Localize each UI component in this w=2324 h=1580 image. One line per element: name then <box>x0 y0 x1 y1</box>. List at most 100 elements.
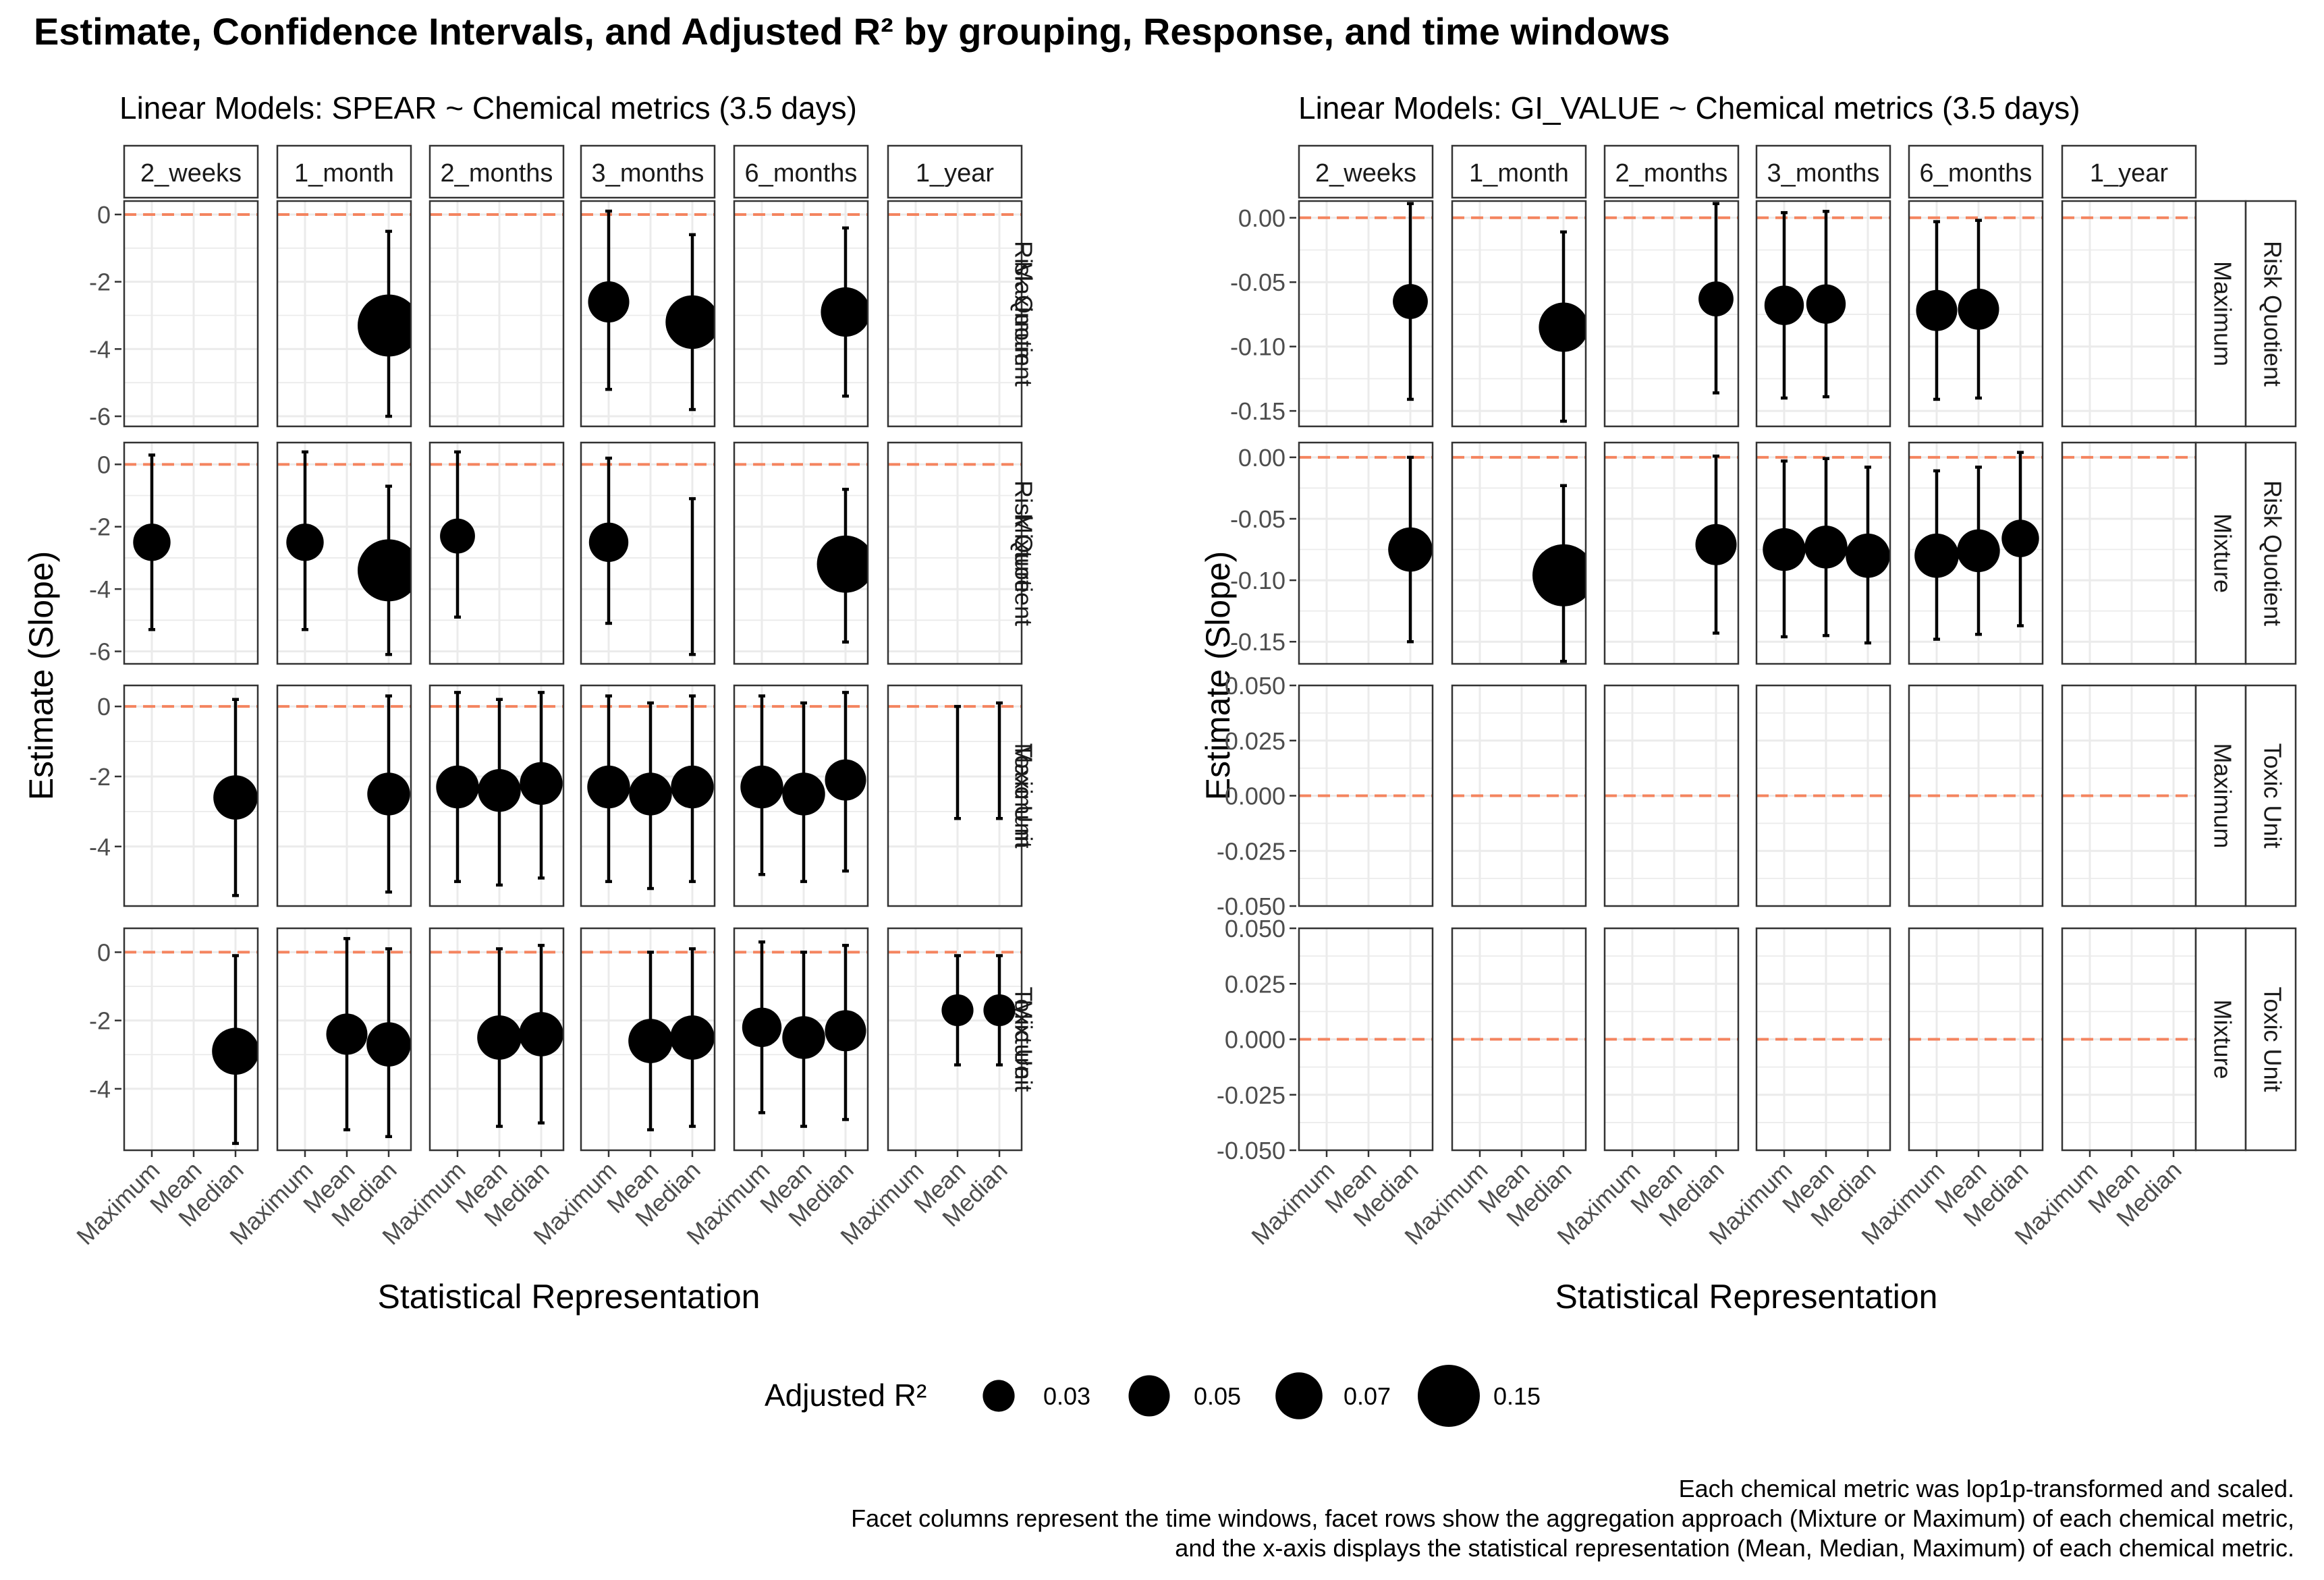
panel-border <box>123 927 259 1152</box>
data-point <box>2001 519 2039 557</box>
data-point <box>825 1010 866 1052</box>
panel <box>2061 927 2197 1152</box>
panel <box>1908 200 2044 428</box>
panel-plot-area <box>277 201 411 426</box>
panel-plot-area <box>1909 685 2043 906</box>
row-strip-label: Toxic Unit <box>2259 986 2286 1092</box>
y-tick-label: 0 <box>97 693 111 721</box>
row-strip-label: Mixture <box>1009 999 1037 1079</box>
data-point <box>1764 285 1804 325</box>
panel-plot-area <box>277 443 411 664</box>
column-strip <box>887 144 1023 199</box>
panel <box>1451 200 1587 428</box>
column-strip-label: 2_weeks <box>140 159 242 188</box>
panel <box>123 927 259 1152</box>
column-strip-label: 3_months <box>592 159 704 188</box>
panel-border <box>887 927 1023 1152</box>
panel-border <box>1755 684 1891 907</box>
panel-plot-area <box>2062 443 2196 664</box>
size-legend-swatch <box>1418 1365 1480 1427</box>
panel-border <box>276 200 412 428</box>
panel-border <box>1451 441 1587 665</box>
panel-border <box>1298 200 1434 428</box>
panel-border <box>1755 441 1891 665</box>
panel-border <box>1298 441 1434 665</box>
panel-plot-area <box>430 443 563 664</box>
panel-plot-area <box>581 443 715 664</box>
column-strip-label: 2_months <box>441 159 553 188</box>
panel-border <box>123 684 259 907</box>
data-point <box>358 539 411 602</box>
panel <box>276 927 412 1152</box>
panel-background <box>124 201 258 426</box>
plots-container: Linear Models: SPEAR ~ Chemical metrics … <box>22 90 2297 1316</box>
data-point <box>588 522 629 563</box>
panel <box>1908 684 2044 907</box>
panel-border <box>887 684 1023 907</box>
panel <box>887 684 1023 907</box>
panel-plot-area <box>1299 928 1433 1150</box>
panel <box>887 927 1023 1152</box>
panel-background <box>888 928 1022 1150</box>
row-strip-label: Mixture <box>2209 513 2236 593</box>
data-point <box>520 762 563 806</box>
panel <box>1908 927 2044 1152</box>
y-tick-label: -4 <box>89 335 111 363</box>
y-axis-label: Estimate (Slope) <box>1199 551 1237 801</box>
column-strip <box>2061 144 2197 199</box>
panel-border <box>1603 200 1740 428</box>
row-strip-label: Risk Quotient <box>2259 480 2286 626</box>
x-axis-label: Statistical Representation <box>378 1278 760 1316</box>
panel-plot-area <box>430 201 563 426</box>
row-strip-outer <box>2244 684 2297 907</box>
panel <box>123 200 259 428</box>
row-strip-label: Toxic Unit <box>2259 743 2286 848</box>
chart-title: Estimate, Confidence Intervals, and Adju… <box>34 10 1670 53</box>
panel-plot-area <box>1299 201 1433 426</box>
size-legend-label: 0.03 <box>1043 1382 1090 1410</box>
panel-plot-area <box>2062 201 2196 426</box>
data-point <box>367 772 410 816</box>
row-strip-inner <box>2194 927 2247 1152</box>
panel <box>733 441 869 665</box>
panel-border <box>1451 927 1587 1152</box>
data-point <box>213 775 258 820</box>
panel-plot-area <box>430 685 563 906</box>
data-point <box>212 1027 258 1075</box>
data-point <box>1763 528 1806 571</box>
panel <box>733 200 869 428</box>
panel <box>580 927 716 1152</box>
panel-border <box>123 200 259 428</box>
y-tick-label: 0.025 <box>1225 727 1285 755</box>
panel-border <box>1298 684 1434 907</box>
y-tick-label: -4 <box>89 833 111 861</box>
caption: Each chemical metric was lop1p-transform… <box>851 1475 2294 1562</box>
panel-background <box>888 201 1022 426</box>
panel-border <box>733 441 869 665</box>
panel-background <box>430 201 563 426</box>
panel-background <box>888 443 1022 664</box>
data-point <box>817 535 868 593</box>
row-strip-label: Maximum <box>1009 743 1037 848</box>
panel-border <box>887 200 1023 428</box>
panel-plot-area <box>1909 928 2043 1150</box>
y-tick-label: 0.050 <box>1225 915 1285 942</box>
y-tick-label: 0.000 <box>1225 1026 1285 1054</box>
panel-plot-area <box>1605 443 1738 664</box>
row-strip-inner <box>2194 200 2247 428</box>
panel <box>1451 441 1587 665</box>
size-legend-label: 0.15 <box>1493 1382 1541 1410</box>
column-strip-label: 6_months <box>1920 159 2032 188</box>
panel-plot-area <box>1605 685 1738 906</box>
data-point <box>742 1007 782 1047</box>
panel <box>2061 684 2197 907</box>
panel-border <box>428 684 565 907</box>
y-tick-label: -0.025 <box>1217 837 1285 865</box>
data-point <box>1804 526 1848 569</box>
data-point <box>588 281 630 323</box>
row-strip-label: Toxic Unit <box>1009 986 1037 1092</box>
data-point <box>1393 283 1428 319</box>
panel-plot-area <box>1756 443 1890 664</box>
y-tick-label: -0.10 <box>1230 333 1285 361</box>
panel-border <box>580 441 716 665</box>
